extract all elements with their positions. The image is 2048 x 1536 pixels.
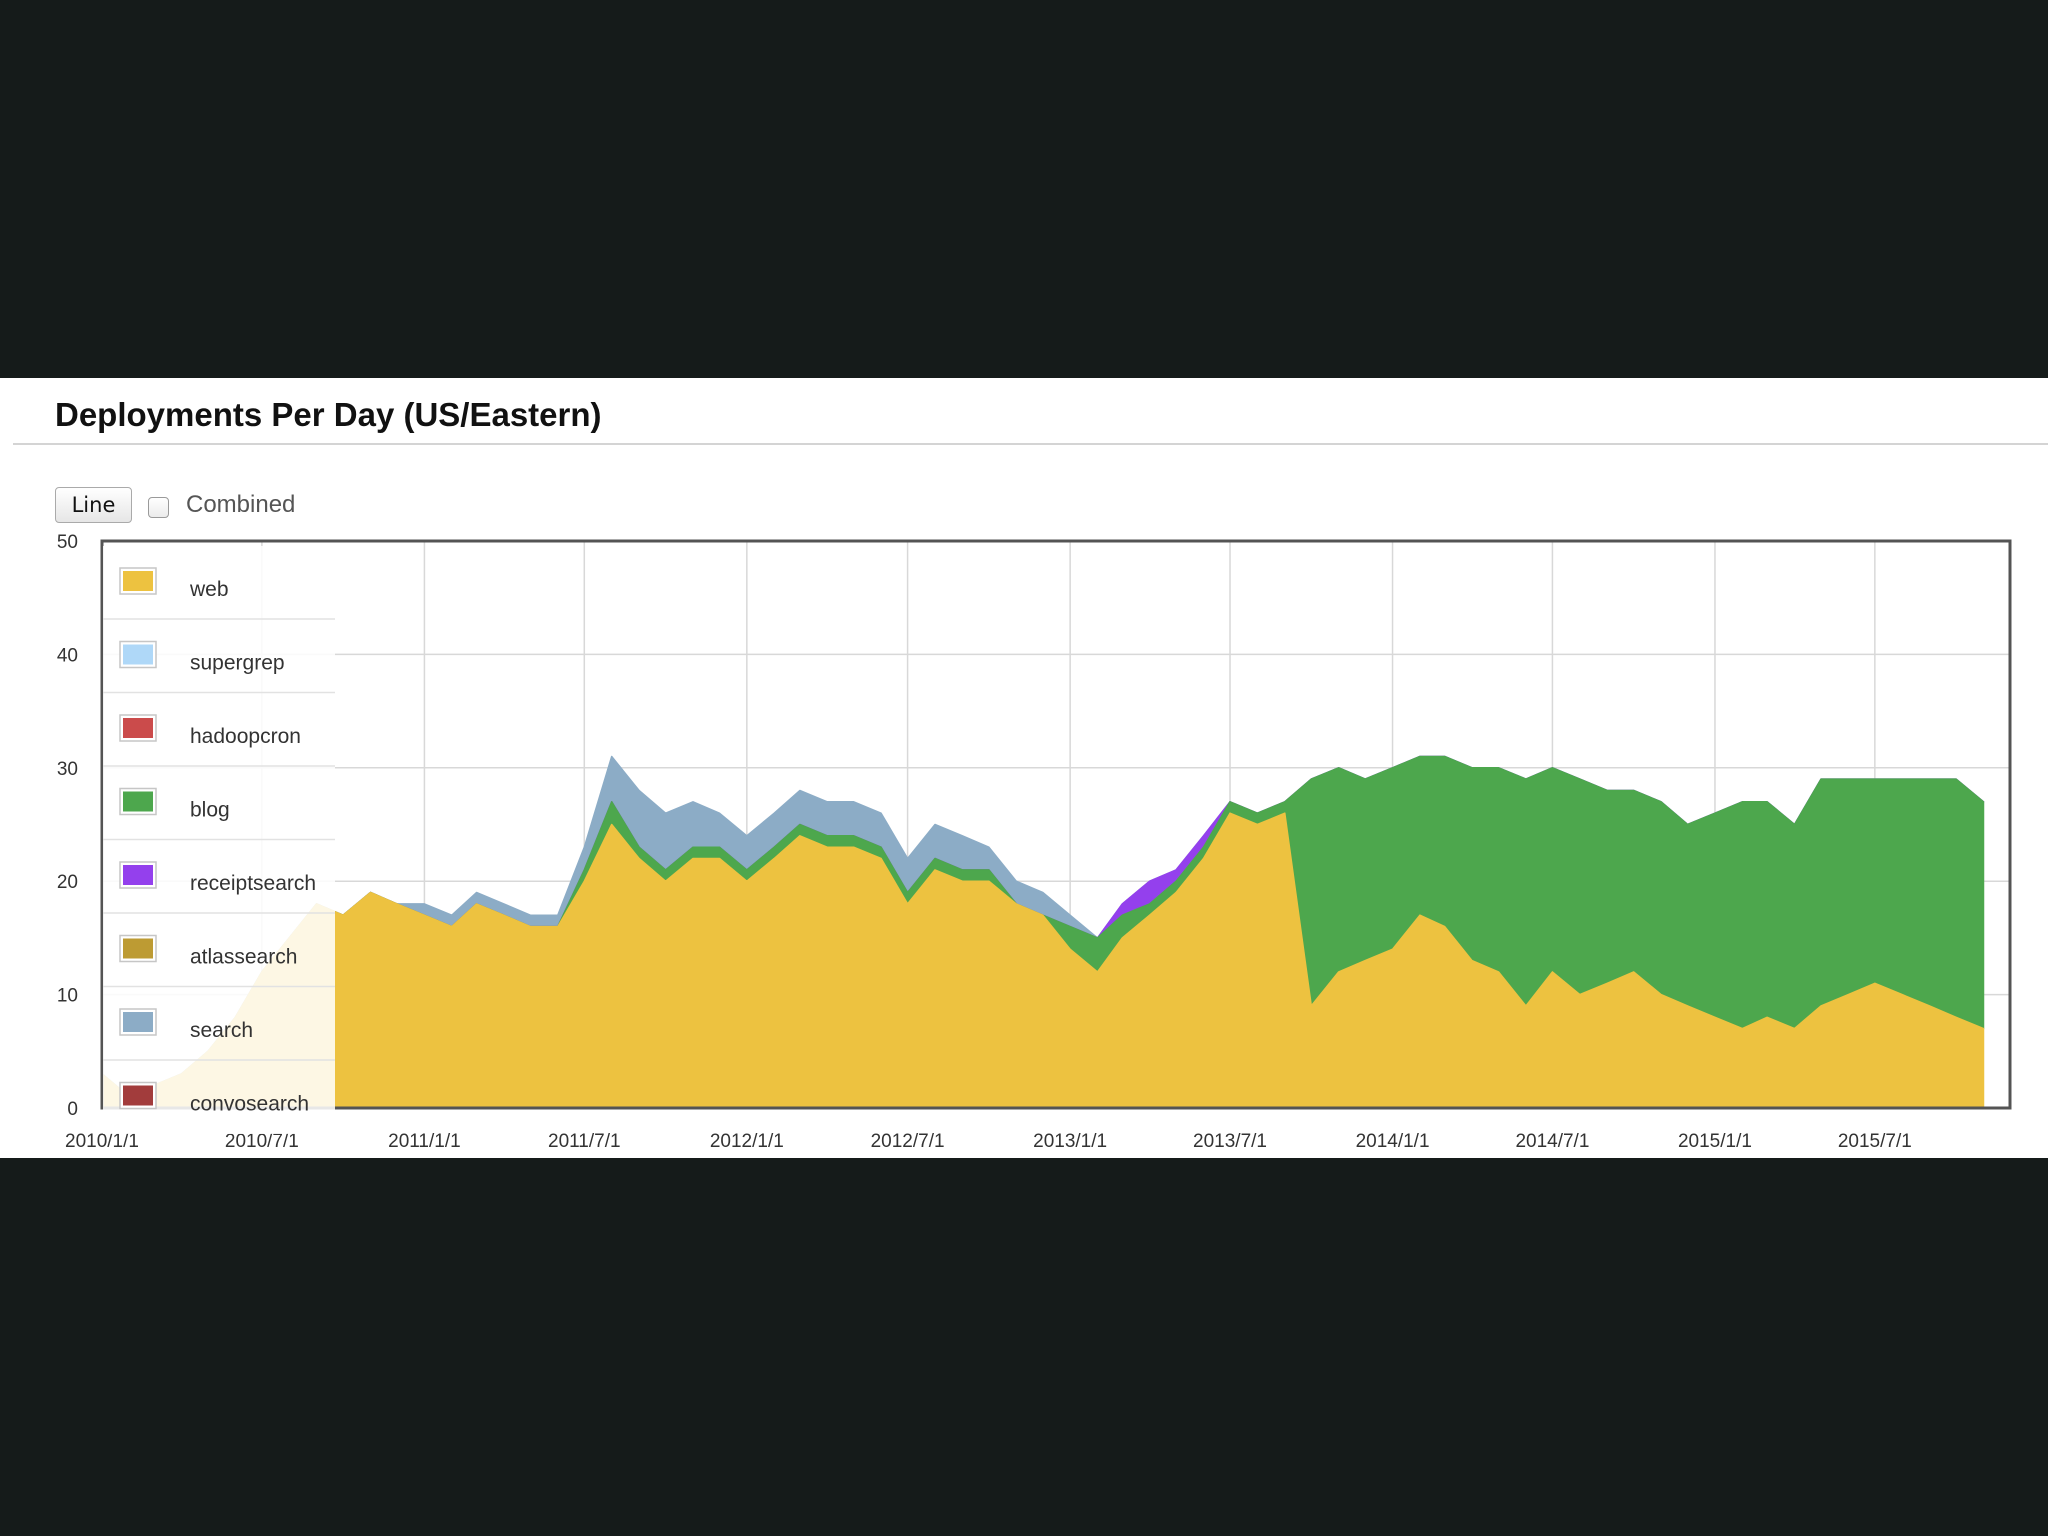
y-tick-label: 20: [57, 872, 78, 893]
x-tick-label: 2015/7/1: [1838, 1131, 1912, 1152]
chart-panel: Deployments Per Day (US/Eastern) Line Co…: [0, 378, 2048, 1158]
x-tick-label: 2011/1/1: [388, 1131, 461, 1152]
series-areas: [101, 755, 1985, 1109]
x-tick-label: 2013/7/1: [1193, 1131, 1267, 1152]
legend-label-web: web: [189, 578, 229, 601]
legend-label-supergrep: supergrep: [190, 652, 285, 675]
legend-label-convosearch: convosearch: [190, 1093, 309, 1116]
x-tick-label: 2011/7/1: [548, 1131, 621, 1152]
y-tick-label: 30: [57, 759, 78, 780]
legend-label-atlassearch: atlassearch: [190, 946, 297, 969]
x-tick-label: 2014/1/1: [1356, 1131, 1430, 1152]
y-tick-label: 50: [57, 532, 78, 553]
line-toggle-button[interactable]: Line: [55, 487, 132, 523]
legend-swatch-receiptsearch: [123, 865, 153, 885]
legend-label-blog: blog: [190, 799, 230, 822]
legend-swatch-blog: [123, 791, 153, 812]
legend-swatch-supergrep: [123, 644, 153, 665]
chart-canvas: 0 10 20 30 40 50 2010/1/1 2010/7/1 2011/1/1 2011/…: [57, 532, 2012, 1152]
legend-swatch-atlassearch: [123, 938, 153, 959]
y-tick-label: 0: [67, 1099, 78, 1120]
x-tick-label: 2012/7/1: [871, 1131, 945, 1152]
legend-label-search: search: [190, 1019, 253, 1042]
legend-swatch-web: [123, 571, 153, 591]
combined-checkbox[interactable]: [148, 497, 169, 518]
y-tick-label: 40: [57, 645, 78, 666]
title-divider: [13, 443, 2048, 445]
legend-swatch-convosearch: [123, 1085, 153, 1106]
plot-frame: [100, 539, 2012, 1110]
x-tick-label: 2010/1/1: [65, 1131, 139, 1152]
x-tick-label: 2014/7/1: [1515, 1131, 1589, 1152]
y-tick-label: 10: [57, 986, 78, 1007]
legend: web supergrep hadoopcron blog receiptsearch a…: [103, 546, 335, 1134]
legend-label-receiptsearch: receiptsearch: [190, 872, 316, 895]
legend-label-hadoopcron: hadoopcron: [190, 725, 301, 748]
x-tick-label: 2010/7/1: [225, 1131, 299, 1152]
chart-title: Deployments Per Day (US/Eastern): [55, 396, 602, 433]
x-tick-label: 2015/1/1: [1678, 1131, 1752, 1152]
x-tick-label: 2012/1/1: [710, 1131, 784, 1152]
combined-label: Combined: [186, 491, 296, 518]
x-tick-label: 2013/1/1: [1033, 1131, 1107, 1152]
legend-swatch-search: [123, 1012, 153, 1032]
legend-swatch-hadoopcron: [123, 718, 153, 738]
